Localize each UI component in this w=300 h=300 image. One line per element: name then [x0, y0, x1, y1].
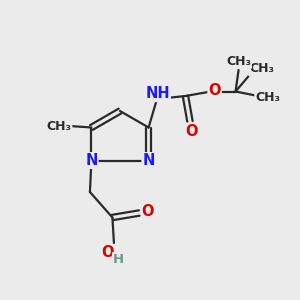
- Text: O: O: [142, 204, 154, 219]
- Text: CH₃: CH₃: [249, 62, 274, 76]
- Text: NH: NH: [145, 86, 170, 101]
- Text: CH₃: CH₃: [226, 55, 251, 68]
- Text: N: N: [142, 153, 155, 168]
- Text: CH₃: CH₃: [255, 91, 280, 104]
- Text: N: N: [85, 153, 98, 168]
- Text: H: H: [113, 253, 124, 266]
- Text: O: O: [101, 245, 114, 260]
- Text: O: O: [208, 83, 221, 98]
- Text: O: O: [185, 124, 198, 139]
- Text: CH₃: CH₃: [46, 119, 71, 133]
